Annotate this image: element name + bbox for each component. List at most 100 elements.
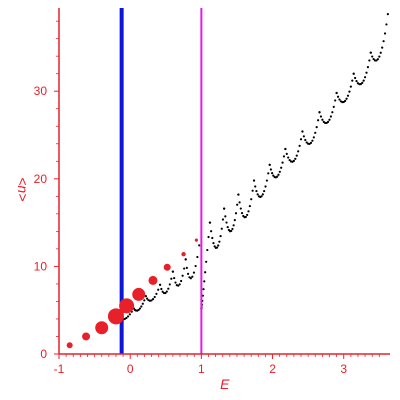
plot-area <box>66 8 389 354</box>
data-point <box>191 275 194 278</box>
data-point <box>372 58 375 61</box>
data-point <box>263 189 266 193</box>
data-point <box>379 51 382 54</box>
data-point <box>362 79 365 82</box>
data-point <box>302 135 305 138</box>
data-point <box>150 299 153 302</box>
data-point <box>314 131 317 134</box>
red-marker <box>132 287 146 301</box>
data-point <box>368 59 371 62</box>
data-point <box>256 193 259 196</box>
data-point <box>285 152 288 155</box>
data-point <box>211 236 214 240</box>
data-point <box>146 297 149 300</box>
data-point <box>363 76 367 79</box>
data-point <box>185 266 188 269</box>
x-tick-label: 3 <box>340 362 347 376</box>
data-point <box>234 212 238 215</box>
data-point <box>144 295 147 298</box>
data-point <box>284 147 287 151</box>
data-point <box>277 173 280 176</box>
data-point <box>348 90 351 93</box>
data-point <box>304 138 307 142</box>
data-point <box>140 305 143 308</box>
data-point <box>171 270 174 273</box>
data-point <box>311 139 314 142</box>
data-point <box>192 271 196 274</box>
data-point <box>143 299 146 302</box>
red-marker <box>82 332 91 341</box>
data-point <box>233 218 236 222</box>
data-point <box>165 290 168 293</box>
data-point <box>170 277 173 280</box>
data-point <box>208 221 212 224</box>
data-point <box>298 144 301 147</box>
data-point <box>248 204 251 208</box>
data-point <box>157 288 160 291</box>
data-point <box>260 195 263 198</box>
data-point <box>244 215 247 219</box>
data-point <box>351 79 354 82</box>
data-point <box>383 32 387 35</box>
data-point <box>173 276 176 280</box>
data-point <box>299 138 303 141</box>
data-point <box>226 225 229 229</box>
data-point <box>336 95 340 98</box>
y-tick-label: 10 <box>34 259 48 273</box>
data-point <box>294 157 297 160</box>
data-point <box>264 185 267 188</box>
data-point <box>344 99 347 102</box>
data-point <box>265 179 268 182</box>
data-point <box>126 315 130 318</box>
data-point <box>236 203 239 206</box>
data-point <box>217 244 220 247</box>
data-point <box>183 267 186 270</box>
data-point <box>331 111 334 114</box>
y-axis-title: <n> <box>15 177 31 201</box>
data-point <box>209 230 213 233</box>
data-point <box>125 316 128 320</box>
data-point <box>250 198 253 201</box>
data-point <box>349 85 352 88</box>
data-point <box>194 264 197 268</box>
data-point <box>271 172 274 175</box>
data-point <box>167 287 170 290</box>
data-point <box>352 72 355 75</box>
data-point <box>267 172 270 175</box>
data-point <box>365 71 368 74</box>
data-point <box>177 284 180 287</box>
data-point <box>335 91 338 95</box>
data-point <box>220 227 223 230</box>
data-point <box>252 179 256 182</box>
data-point <box>219 234 222 238</box>
data-point <box>371 55 374 58</box>
data-point <box>204 271 207 274</box>
x-tick-label: 1 <box>198 362 205 376</box>
data-point <box>128 313 131 316</box>
data-point <box>254 185 257 188</box>
data-point <box>221 218 225 221</box>
data-point <box>196 255 199 259</box>
data-point <box>334 99 337 102</box>
data-point <box>251 189 254 192</box>
red-marker <box>66 342 73 349</box>
data-point <box>269 168 272 171</box>
data-point <box>153 295 156 299</box>
data-point <box>369 51 372 54</box>
data-point <box>239 207 242 210</box>
data-point <box>301 130 304 133</box>
data-point <box>255 189 258 193</box>
x-axis-title: E <box>220 376 230 392</box>
data-point <box>223 207 226 210</box>
data-point <box>184 258 187 261</box>
red-marker <box>181 251 186 257</box>
data-point <box>155 292 158 295</box>
data-point <box>240 211 244 215</box>
data-point <box>247 210 250 213</box>
data-point <box>151 298 155 301</box>
data-point <box>326 120 330 123</box>
data-point <box>329 115 333 118</box>
data-point <box>278 170 281 173</box>
data-point <box>123 317 126 321</box>
data-point <box>237 193 240 196</box>
